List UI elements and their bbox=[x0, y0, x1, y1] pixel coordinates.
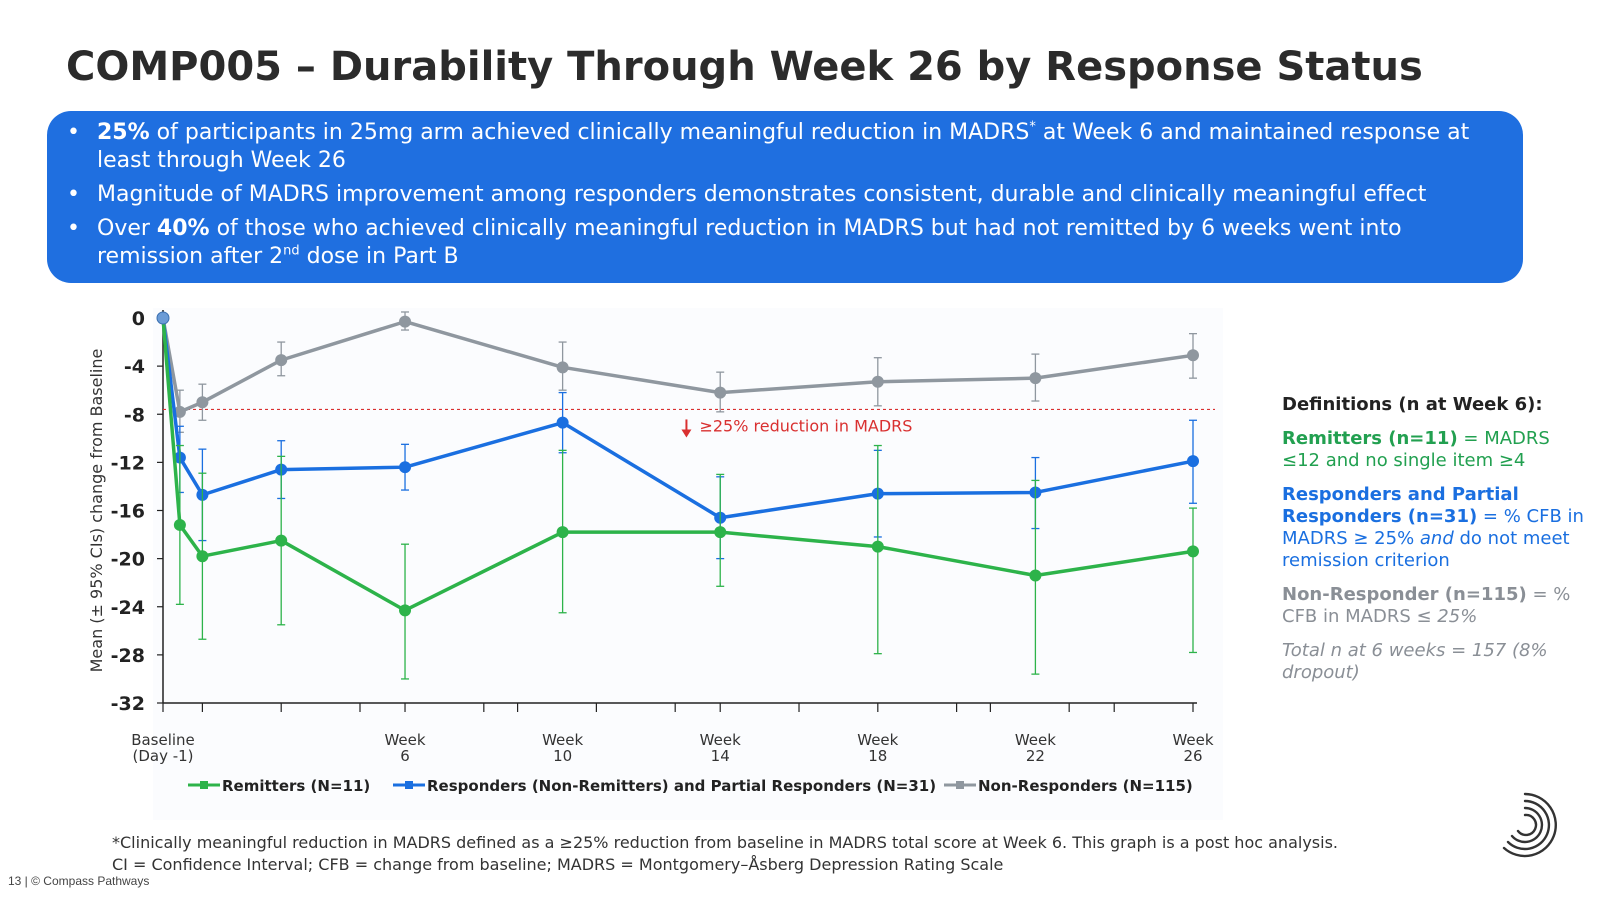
madrs-change-chart: 0 -4 -8 -12 -16 -20 -24 -28 -32 Mean (± 95% CIs) … bbox=[87, 308, 1223, 820]
x-tick-label: Week bbox=[700, 731, 741, 749]
definitions-panel: Definitions (n at Week 6): Remitters (n=… bbox=[1282, 394, 1592, 696]
finding-3-pre: Over bbox=[97, 216, 157, 241]
x-tick-label: 10 bbox=[553, 747, 572, 765]
x-tick-label: 14 bbox=[711, 747, 730, 765]
x-tick-label: Baseline bbox=[131, 731, 195, 749]
responders-and: and bbox=[1419, 528, 1454, 549]
compass-logo-icon bbox=[1502, 792, 1557, 858]
finding-3-superscript: nd bbox=[283, 243, 300, 259]
x-tick-label: Week bbox=[384, 731, 425, 749]
data-point bbox=[399, 461, 412, 474]
y-tick-label: -24 bbox=[111, 597, 145, 619]
bullet-icon: • bbox=[67, 216, 80, 241]
data-point bbox=[871, 375, 884, 388]
footnote-line-2: CI = Confidence Interval; CFB = change f… bbox=[112, 855, 1004, 874]
page-footer: 13 | © Compass Pathways bbox=[8, 874, 150, 888]
definitions-heading: Definitions (n at Week 6): bbox=[1282, 394, 1543, 415]
plot-background bbox=[153, 308, 1223, 820]
finding-1-text: of participants in 25mg arm achieved cli… bbox=[149, 120, 1030, 145]
x-tick-label: Week bbox=[857, 731, 898, 749]
data-point bbox=[173, 405, 186, 418]
remitters-term: Remitters (n=11) bbox=[1282, 428, 1458, 449]
x-tick-label: 26 bbox=[1183, 747, 1202, 765]
y-tick-label: -20 bbox=[111, 549, 145, 571]
data-point bbox=[275, 354, 288, 367]
x-tick-label: 18 bbox=[868, 747, 887, 765]
legend-marker bbox=[405, 781, 413, 789]
data-point bbox=[714, 526, 727, 539]
finding-2-text: Magnitude of MADRS improvement among res… bbox=[97, 182, 1427, 207]
total-n-note: Total n at 6 weeks = 157 (8% dropout) bbox=[1282, 640, 1548, 683]
series-line bbox=[161, 317, 1194, 613]
nonresponders-threshold: ≤ 25% bbox=[1416, 606, 1478, 627]
y-tick-label: -8 bbox=[124, 404, 145, 426]
y-tick-label: -16 bbox=[111, 501, 145, 523]
definition-remitters: Remitters (n=11) = MADRS ≤12 and no sing… bbox=[1282, 428, 1592, 472]
finding-1-stat: 25% bbox=[97, 120, 150, 145]
y-axis-title: Mean (± 95% CIs) change from Baseline bbox=[87, 349, 106, 673]
finding-3-stat: 40% bbox=[156, 216, 210, 241]
baseline-point bbox=[156, 311, 170, 325]
x-tick-label: Week bbox=[1172, 731, 1213, 749]
data-point bbox=[399, 315, 412, 328]
data-point bbox=[275, 534, 288, 547]
legend-label: Remitters (N=11) bbox=[222, 777, 370, 795]
footnote: *Clinically meaningful reduction in MADR… bbox=[112, 832, 1338, 876]
key-findings-banner: • 25% of participants in 25mg arm achieve… bbox=[47, 111, 1523, 283]
series-line bbox=[161, 317, 1194, 520]
definition-responders: Responders and Partial Responders (n=31)… bbox=[1282, 484, 1592, 572]
finding-1: • 25% of participants in 25mg arm achieve… bbox=[67, 119, 1493, 175]
data-point bbox=[1187, 455, 1199, 468]
responders-definition: = % CFB in MADRS ≥ 25% bbox=[1282, 506, 1584, 549]
responders-term: Responders and Partial Responders (n=31) bbox=[1282, 484, 1519, 527]
definition-nonresponders: Non-Responder (n=115) = % CFB in MADRS ≤… bbox=[1282, 584, 1592, 628]
data-point bbox=[556, 416, 569, 429]
data-point bbox=[556, 361, 569, 374]
y-tick-label: -32 bbox=[111, 693, 145, 715]
responders-definition-cont: do not meet remission criterion bbox=[1282, 528, 1570, 571]
threshold-label: ≥25% reduction in MADRS bbox=[699, 416, 912, 435]
x-tick-label: 22 bbox=[1026, 747, 1045, 765]
data-point bbox=[556, 526, 569, 539]
threshold-arrowhead-icon bbox=[681, 429, 692, 438]
finding-1-text-cont: at Week 6 and maintained response at lea… bbox=[97, 120, 1470, 173]
y-tick-label: -28 bbox=[111, 645, 145, 667]
nonresponders-term: Non-Responder (n=115) bbox=[1282, 584, 1527, 605]
finding-2: • Magnitude of MADRS improvement among re… bbox=[67, 181, 1493, 209]
x-tick-label: (Day -1) bbox=[132, 747, 193, 765]
data-point bbox=[871, 540, 884, 553]
series-group bbox=[157, 312, 1199, 680]
x-tick-label: 6 bbox=[400, 747, 410, 765]
finding-3-text-cont: dose in Part B bbox=[299, 244, 459, 269]
data-point bbox=[1029, 372, 1042, 385]
data-point bbox=[399, 604, 412, 617]
nonresponders-definition: = % CFB in MADRS bbox=[1282, 584, 1571, 627]
finding-1-asterisk: * bbox=[1029, 119, 1036, 135]
data-point bbox=[1029, 569, 1042, 582]
finding-3-text: of those who achieved clinically meaning… bbox=[97, 216, 1402, 269]
data-point bbox=[196, 550, 209, 563]
series-line bbox=[161, 317, 1194, 414]
x-tick-label: Week bbox=[542, 731, 583, 749]
data-point bbox=[1187, 545, 1199, 558]
data-point bbox=[714, 386, 727, 399]
legend-marker bbox=[956, 781, 964, 789]
legend-label: Responders (Non-Remitters) and Partial R… bbox=[427, 777, 936, 795]
x-tick-label: Week bbox=[1015, 731, 1056, 749]
legend-marker bbox=[200, 781, 208, 789]
data-point bbox=[196, 396, 209, 409]
bullet-icon: • bbox=[67, 120, 80, 145]
remitters-definition: = MADRS ≤12 and no single item ≥4 bbox=[1282, 428, 1550, 471]
slide-title: COMP005 – Durability Through Week 26 by … bbox=[66, 44, 1423, 90]
y-tick-label: 0 bbox=[132, 308, 145, 330]
data-point bbox=[173, 518, 186, 531]
finding-3: • Over 40% of those who achieved clinical… bbox=[67, 215, 1493, 271]
y-tick-label: -12 bbox=[111, 452, 145, 474]
bullet-icon: • bbox=[67, 182, 80, 207]
y-tick-label: -4 bbox=[124, 356, 145, 378]
legend-label: Non-Responders (N=115) bbox=[978, 777, 1193, 795]
data-point bbox=[1187, 349, 1199, 362]
footnote-line-1: *Clinically meaningful reduction in MADR… bbox=[112, 833, 1338, 852]
